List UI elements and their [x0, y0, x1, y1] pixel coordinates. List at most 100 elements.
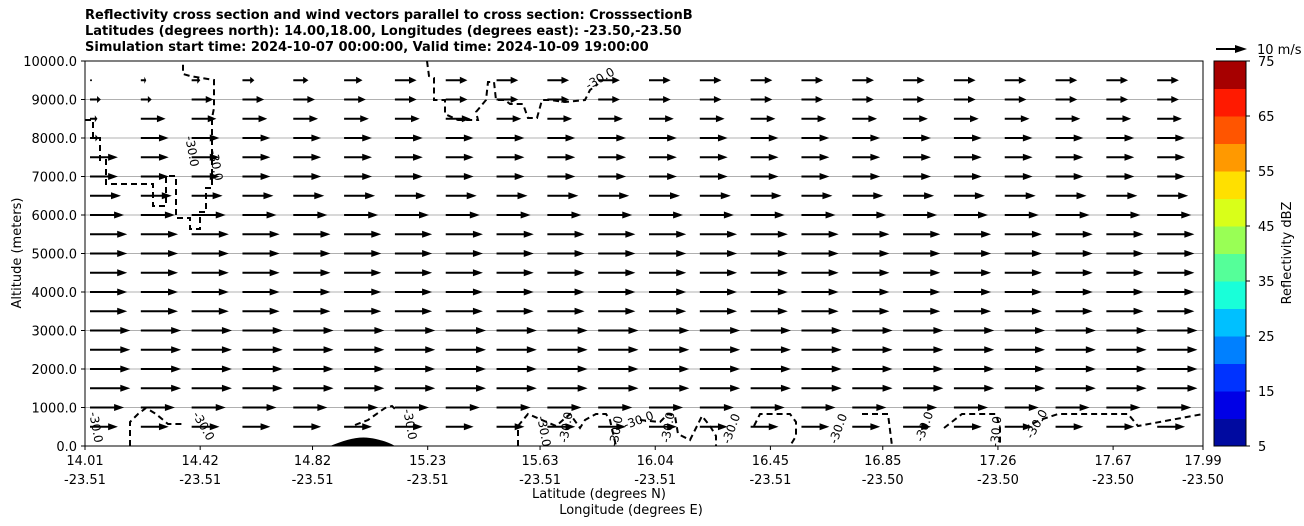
y-axis-label: Altitude (meters)	[10, 198, 25, 309]
colorbar-segment	[1214, 418, 1246, 447]
wind-vector	[801, 365, 842, 373]
wind-vector	[801, 346, 842, 354]
wind-vector	[1055, 384, 1096, 392]
wind-vector	[445, 404, 480, 411]
x-tick-label-longitude: -23.50	[977, 473, 1019, 488]
contour-lower-mid	[354, 404, 397, 426]
contour-labels: -30.0 -30.0 -30.0 -30.0 -30.0-30.0 -30.0 -30.0…	[86, 65, 1050, 448]
wind-vector	[191, 269, 229, 277]
colorbar: 5 15 25 35 45 55 65 75	[1213, 55, 1275, 455]
y-axis: 0.0 1000.0 2000.0 3000.0 4000.0 5000.0 6000.0 7…	[23, 55, 85, 455]
wind-vector	[496, 96, 519, 103]
wind-vector	[496, 307, 534, 315]
wind-vector	[903, 307, 941, 315]
wind-vector	[649, 115, 674, 123]
wind-vector	[1004, 327, 1046, 334]
wind-vector	[801, 404, 836, 411]
wind-vector	[445, 365, 487, 373]
wind-vector	[903, 404, 938, 411]
wind-vector	[699, 269, 738, 277]
wind-vector	[953, 211, 989, 219]
x-tick-label-longitude: -23.50	[1092, 473, 1134, 488]
wind-vector	[547, 134, 576, 142]
wind-vector	[90, 230, 128, 238]
wind-vector	[191, 173, 220, 180]
wind-vector	[191, 192, 223, 200]
wind-vector	[547, 423, 576, 431]
wind-vector	[903, 192, 935, 200]
wind-vector	[293, 327, 334, 334]
colorbar-label: Reflectivity dBZ	[1280, 202, 1295, 305]
wind-vector	[445, 115, 471, 123]
wind-vector	[445, 76, 468, 84]
wind-vector	[191, 153, 220, 161]
wind-vector	[852, 384, 893, 392]
wind-vector	[293, 365, 334, 373]
wind-vector	[293, 288, 331, 296]
wind-vector	[598, 96, 620, 103]
wind-vector	[1106, 115, 1132, 123]
wind-vector	[1055, 404, 1090, 411]
wind-vector	[344, 384, 385, 392]
wind-vector	[852, 115, 878, 123]
wind-vector	[649, 307, 687, 315]
wind-vector	[953, 365, 995, 373]
wind-vector	[852, 307, 890, 315]
wind-vector	[293, 96, 315, 103]
wind-vector	[242, 346, 283, 354]
wind-vector	[547, 153, 576, 161]
wind-vector	[293, 269, 331, 277]
x-tick-label-longitude: -23.51	[519, 473, 561, 488]
wind-vector	[649, 230, 687, 238]
wind-vector	[699, 134, 728, 142]
wind-vector	[801, 384, 842, 392]
wind-vector	[1157, 115, 1182, 123]
contour-label: -30.0	[182, 135, 201, 168]
wind-vector	[1106, 211, 1141, 219]
wind-vector	[1004, 115, 1030, 123]
colorbar-frame	[1213, 60, 1247, 447]
x-tick-label-latitude: 15.63	[521, 454, 558, 469]
wind-vector	[90, 115, 98, 123]
wind-vector	[547, 269, 585, 277]
wind-vector	[344, 423, 372, 431]
wind-vector	[394, 384, 436, 392]
wind-vector	[903, 346, 944, 354]
wind-vector	[649, 96, 671, 103]
wind-vector	[496, 423, 525, 431]
wind-vector	[699, 96, 722, 103]
wind-vector	[1157, 211, 1192, 219]
quiver-key-label: 10 m/s	[1257, 43, 1302, 58]
wind-vector	[344, 269, 382, 277]
x-tick-label-longitude: -23.51	[749, 473, 791, 488]
wind-vector	[191, 115, 217, 123]
wind-vector	[598, 327, 639, 334]
wind-vector	[750, 404, 785, 411]
colorbar-segment	[1214, 391, 1246, 419]
x-tick-label-latitude: 14.82	[294, 454, 331, 469]
wind-vector	[293, 115, 319, 123]
wind-vector	[852, 211, 887, 219]
wind-vector	[191, 327, 232, 334]
wind-vector	[903, 423, 931, 431]
wind-vector	[293, 134, 322, 142]
wind-vector	[496, 192, 528, 200]
wind-vector	[598, 134, 627, 142]
wind-vector	[953, 96, 976, 103]
wind-vector	[344, 173, 372, 180]
wind-vector	[1055, 211, 1090, 219]
wind-vector	[598, 211, 633, 219]
wind-vector	[598, 404, 633, 411]
wind-vector	[445, 346, 487, 354]
wind-vector	[191, 250, 229, 257]
y-tick-label: 9000.0	[32, 94, 78, 109]
wind-vector	[699, 173, 728, 180]
colorbar-segment	[1214, 336, 1246, 364]
wind-vector	[750, 423, 779, 431]
wind-vector	[394, 288, 433, 296]
wind-vector	[242, 404, 277, 411]
wind-vector	[293, 250, 331, 257]
x-tick-label-latitude: 16.45	[752, 454, 789, 469]
chart-title: Reflectivity cross section and wind vect…	[85, 8, 693, 56]
wind-vector	[801, 423, 830, 431]
